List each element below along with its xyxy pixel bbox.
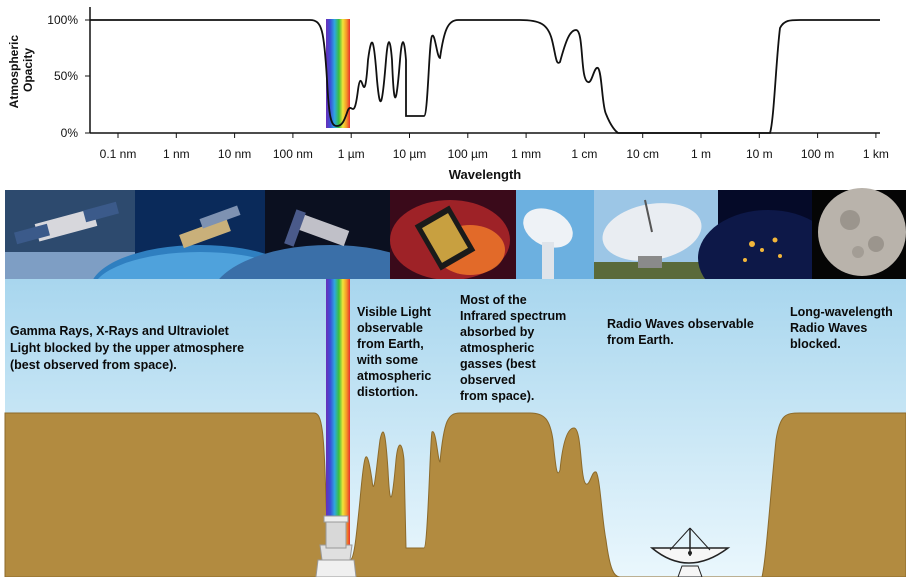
annotation-visible-line-4: with some — [356, 353, 418, 367]
image-moon — [812, 188, 906, 279]
x-tick-label: 100 µm — [448, 147, 488, 161]
annotation-infrared: Most of the Infrared spectrum absorbed b… — [460, 293, 570, 403]
y-axis-title-line-2: Opacity — [21, 48, 35, 92]
x-tick-label: 10 cm — [626, 147, 659, 161]
annotation-infrared-line-4: atmospheric — [460, 341, 534, 355]
annotation-visible-line-3: from Earth, — [357, 337, 424, 351]
annotation-radio-waves: Radio Waves observable from Earth. — [607, 317, 757, 347]
ground-absorption-profile — [4, 412, 906, 577]
annotation-long-wavelength: Long-wavelength Radio Waves blocked. — [790, 305, 896, 351]
y-tick-label: 0% — [61, 126, 79, 140]
annotation-radio-line-1: Radio Waves observable — [607, 317, 754, 331]
x-tick-label: 10 nm — [218, 147, 251, 161]
x-tick-label: 0.1 nm — [100, 147, 137, 161]
image-spitzer-telescope — [390, 190, 516, 280]
annotation-longwave-line-3: blocked. — [790, 337, 841, 351]
annotation-gamma-xray-uv: Gamma Rays, X-Rays and Ultraviolet Light… — [10, 324, 248, 372]
opacity-series-line — [90, 19, 880, 134]
y-ticks: 100% 50% 0% — [47, 13, 90, 140]
optical-telescope-icon — [315, 515, 357, 577]
y-axis-title-line-1: Atmospheric — [7, 35, 21, 109]
visible-light-beam — [326, 279, 350, 547]
annotation-visible-light: Visible Light observable from Earth, wit… — [356, 305, 435, 399]
x-tick-label: 100 m — [801, 147, 834, 161]
annotation-visible-line-5: atmospheric — [357, 369, 431, 383]
x-tick-label: 1 m — [691, 147, 711, 161]
annotation-gamma-line-2: Light blocked by the upper atmosphere — [10, 341, 244, 355]
x-tick-label: 1 cm — [571, 147, 597, 161]
annotation-gamma-line-3: (best observed from space). — [10, 358, 177, 372]
x-tick-label: 100 nm — [273, 147, 313, 161]
x-tick-label: 1 µm — [338, 147, 365, 161]
opacity-chart: 100% 50% 0% 0.1 nm 1 nm 10 nm 100 nm 1 µm 10 µm… — [7, 7, 889, 182]
annotation-visible-line-6: distortion. — [357, 385, 418, 399]
radio-dish-icon — [649, 527, 731, 577]
annotation-radio-line-2: from Earth. — [607, 333, 674, 347]
annotation-longwave-line-1: Long-wavelength — [790, 305, 893, 319]
y-tick-label: 50% — [54, 69, 78, 83]
telescope-image-strip — [5, 188, 906, 355]
x-tick-label: 10 m — [746, 147, 773, 161]
y-axis-label: Atmospheric Opacity — [7, 32, 35, 109]
annotation-visible-line-1: Visible Light — [357, 305, 432, 319]
annotation-infrared-line-6: observed — [460, 373, 516, 387]
x-tick-label: 10 µm — [393, 147, 427, 161]
annotation-longwave-line-2: Radio Waves — [790, 321, 867, 335]
x-ticks: 0.1 nm 1 nm 10 nm 100 nm 1 µm 10 µm 100 µm 1 mm… — [100, 133, 889, 161]
y-axis-title: Atmospheric Opacity — [7, 32, 35, 109]
annotation-infrared-line-2: Infrared spectrum — [460, 309, 566, 323]
image-large-radio-telescope — [594, 190, 718, 279]
annotation-visible-line-2: observable — [357, 321, 423, 335]
annotation-infrared-line-3: absorbed by — [460, 325, 534, 339]
annotation-infrared-line-7: from space). — [460, 389, 534, 403]
annotation-infrared-line-1: Most of the — [460, 293, 527, 307]
annotation-gamma-line-1: Gamma Rays, X-Rays and Ultraviolet — [10, 324, 230, 338]
annotation-infrared-line-5: gasses (best — [460, 357, 537, 371]
x-tick-label: 1 km — [863, 147, 889, 161]
x-tick-label: 1 mm — [511, 147, 541, 161]
x-tick-label: 1 nm — [163, 147, 190, 161]
atmosphere-illustration: Gamma Rays, X-Rays and Ultraviolet Light… — [4, 279, 906, 577]
image-ground-radio-dish — [516, 190, 594, 279]
x-axis-title: Wavelength — [449, 167, 522, 182]
y-tick-label: 100% — [47, 13, 78, 27]
